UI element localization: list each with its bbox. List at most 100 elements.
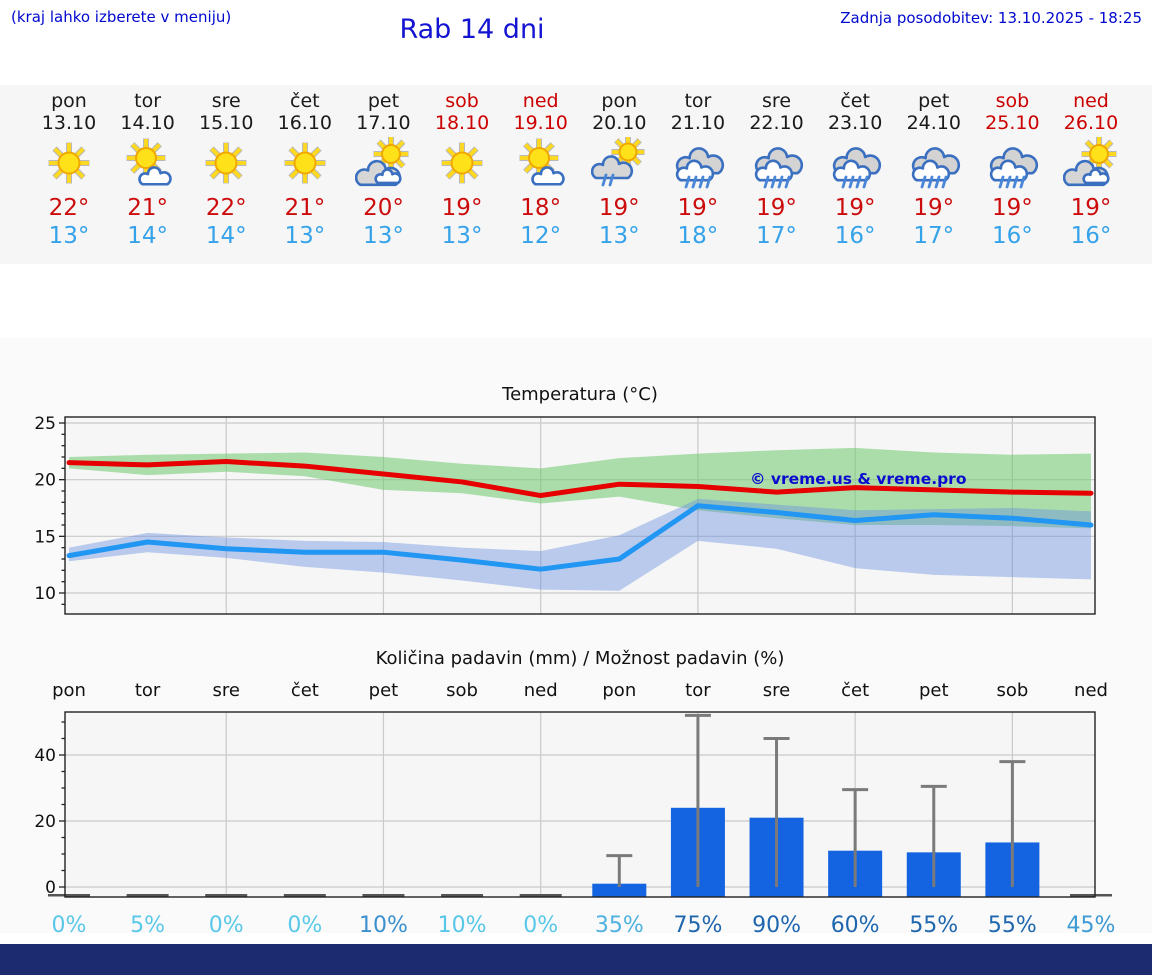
precip-day-label: sob (446, 680, 478, 701)
precip-day-label: sob (996, 680, 1028, 701)
y-axis-tick-label: 10 (34, 584, 56, 604)
sun-ray (289, 169, 299, 179)
sun-ray (396, 140, 405, 149)
rain-streak (862, 175, 869, 189)
forecast-day-column: sre 22.10 19° 17° (737, 85, 816, 264)
cloud-shape (911, 159, 950, 182)
rain-streak (841, 175, 848, 189)
last-update-timestamp: Zadnja posodobitev: 13.10.2025 - 18:25 (840, 9, 1142, 27)
y-axis-tick-label: 40 (34, 746, 56, 766)
precip-zero-bar (441, 894, 484, 897)
low-temp-value: 13° (363, 223, 404, 249)
rain-streak (698, 175, 705, 189)
day-date-label: 16.10 (277, 112, 333, 134)
precip-day-label: tor (685, 680, 711, 701)
cloud-rain-icon (754, 147, 803, 189)
day-name-label: sob (445, 90, 479, 112)
day-date-label: 19.10 (513, 112, 568, 134)
low-temp-value: 18° (677, 223, 719, 249)
day-name-label: pet (367, 90, 400, 112)
sun-ray (1104, 140, 1113, 149)
precip-day-label: pet (919, 680, 949, 701)
day-date-label: 24.10 (906, 112, 961, 134)
day-date-label: 23.10 (827, 112, 883, 134)
high-temp-value: 18° (520, 195, 562, 221)
precip-day-label: čet (291, 680, 319, 701)
high-temp-value: 19° (677, 195, 719, 221)
sun-ray (210, 147, 220, 157)
cloud-shape (530, 166, 565, 186)
day-name-label: tor (134, 90, 162, 112)
day-date-label: 25.10 (985, 112, 1040, 134)
low-temp-value: 14° (205, 223, 247, 249)
rain-streak (777, 175, 783, 189)
sun-disc (527, 147, 550, 169)
y-axis-tick-label: 15 (34, 527, 56, 547)
precip-bar (592, 883, 647, 897)
low-temp-value: 16° (834, 223, 876, 249)
sun-ray (53, 147, 63, 157)
sun-ray (130, 143, 140, 152)
forecast-day-column: sre 15.10 22° 14° (187, 85, 266, 264)
precip-day-label: tor (135, 680, 161, 701)
weather-icon-wrap (894, 137, 973, 191)
watermark-link[interactable]: © vreme.us & vreme.pro (750, 470, 966, 488)
high-temp-value: 22° (48, 195, 90, 221)
precip-probability-label: 75% (673, 913, 722, 938)
precip-probability-label: 55% (988, 913, 1037, 938)
y-axis-tick-label: 20 (34, 471, 56, 491)
forecast-day-column: ned 19.10 18° 12° (501, 85, 580, 264)
page-title: Rab 14 dni (399, 14, 545, 45)
sun-ray (289, 147, 299, 157)
sun-ray (633, 139, 642, 148)
weather-icon-wrap (30, 137, 109, 191)
precip-day-label: sre (212, 680, 239, 701)
cloud-shape (754, 159, 793, 182)
low-temp-value: 16° (991, 223, 1033, 249)
cloud-shape (591, 155, 634, 180)
forecast-day-column: pet 17.10 20° 13° (344, 85, 423, 264)
high-temp-value: 19° (834, 195, 876, 221)
precip-probability-label: 0% (209, 913, 244, 938)
temperature-chart: 10 15 20 25 © vreme.us & vreme.pro (34, 414, 1096, 615)
min-temperature-range-band (69, 498, 1092, 591)
rain-streak (998, 175, 1005, 189)
rain-streak (1012, 175, 1019, 189)
low-temp-value: 13° (441, 223, 483, 249)
weather-icon-wrap (737, 137, 816, 191)
rain-streak (684, 175, 691, 189)
weather-icon-wrap (659, 137, 738, 191)
rain-streak (927, 175, 934, 189)
sun-ray (311, 147, 321, 157)
low-temp-value: 16° (1070, 223, 1112, 249)
plot-border (64, 711, 1096, 898)
weather-icon-wrap (187, 137, 266, 191)
sun-ray (311, 169, 321, 179)
sun-icon (441, 142, 483, 184)
sun-ray (544, 143, 554, 152)
precip-probability-label: 0% (52, 913, 87, 938)
cloud-rain-icon (911, 147, 960, 189)
high-temp-value: 20° (363, 195, 404, 221)
cloud-shape (374, 168, 403, 185)
precip-probability-label: 0% (287, 913, 322, 938)
forecast-day-column: tor 21.10 19° 18° (659, 85, 738, 264)
day-date-label: 20.10 (592, 112, 647, 134)
sun-disc (57, 151, 81, 175)
precipitation-chart: pon tor sre čet pet sob ned pon tor sre čet pet sob n… (34, 680, 1115, 938)
sun-disc (214, 151, 238, 175)
precip-probability-label: 60% (831, 913, 880, 938)
day-date-label: 13.10 (41, 112, 97, 134)
day-name-label: pon (601, 90, 638, 112)
forecast-day-column: tor 14.10 21° 14° (108, 85, 187, 264)
precipitation-chart-title: Količina padavin (mm) / Možnost padavin … (375, 648, 785, 669)
weather-icon-wrap (973, 137, 1052, 191)
precip-day-label: ned (524, 680, 558, 701)
forecast-day-column: pon 20.10 19° 13° (580, 85, 659, 264)
y-axis-tick-label: 0 (45, 878, 56, 898)
rain-streak (1019, 175, 1026, 189)
precip-day-label: ned (1074, 680, 1108, 701)
day-date-label: 14.10 (120, 112, 175, 134)
low-temp-value: 14° (127, 223, 168, 249)
